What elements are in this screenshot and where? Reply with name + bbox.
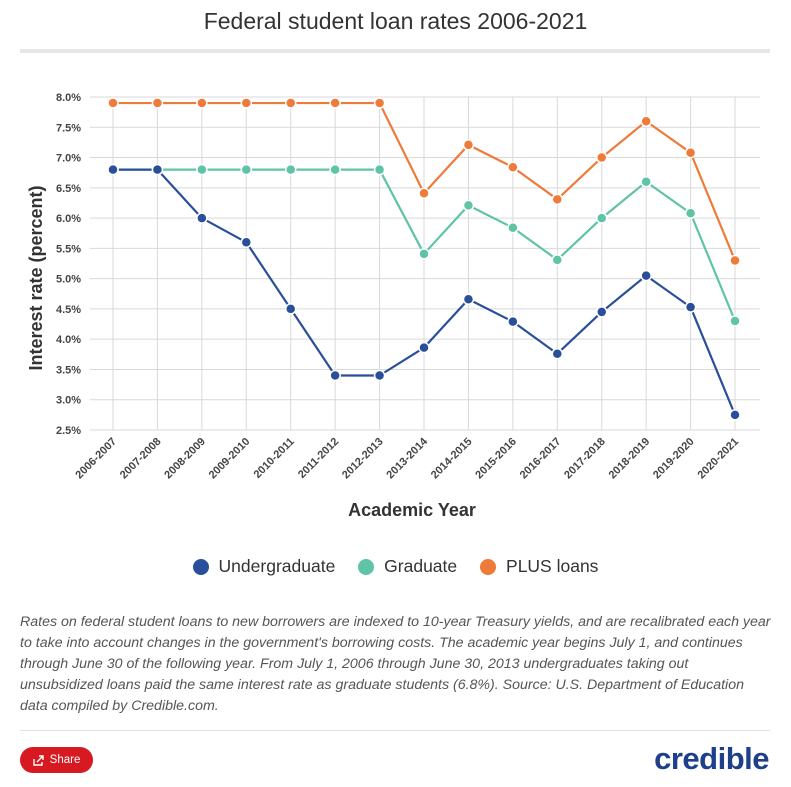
data-point-undergraduate (240, 236, 253, 249)
y-tick-label: 5.5% (56, 243, 81, 255)
footer-divider (20, 730, 770, 731)
data-point-graduate (684, 207, 697, 219)
data-point-undergraduate (107, 163, 119, 176)
chart-caption: Rates on federal student loans to new bo… (20, 614, 771, 714)
data-point-plus-loans (551, 193, 564, 206)
data-point-graduate (196, 163, 208, 176)
data-point-undergraduate (151, 163, 164, 176)
data-point-undergraduate (418, 341, 430, 354)
data-point-plus-loans (240, 97, 253, 109)
legend-label: Undergraduate (218, 556, 336, 576)
y-tick-label: 6.0% (56, 213, 81, 225)
y-tick-label: 4.0% (56, 334, 81, 346)
credible-logo[interactable]: credible (654, 741, 769, 776)
x-tick-label: 2016-2017 (518, 436, 564, 482)
data-point-graduate (551, 254, 564, 266)
line-chart: 8.0% 7.5% 7.0% 6.5% 6.0% 5.5% 5.0% 4.5% 4.0% 3.5%… (26, 92, 760, 520)
data-point-graduate (240, 163, 253, 176)
data-point-plus-loans (507, 161, 519, 173)
x-tick-label: 2011-2012 (296, 436, 341, 481)
x-tick-label: 2009-2010 (207, 436, 253, 482)
x-tick-label: 2020-2021 (695, 436, 741, 482)
data-point-undergraduate (196, 212, 208, 224)
x-tick-label: 2008-2009 (162, 436, 208, 482)
legend-marker-graduate (358, 558, 375, 575)
legend-item-plus-loans[interactable]: PLUS loans (480, 556, 598, 577)
x-tick-label: 2007-2008 (118, 436, 164, 482)
data-point-undergraduate (507, 315, 519, 328)
legend: Undergraduate Graduate PLUS loans (0, 556, 791, 580)
legend-label: Graduate (384, 556, 458, 576)
data-point-undergraduate (462, 293, 475, 305)
x-tick-label: 2014-2015 (429, 436, 475, 482)
x-axis-title: Academic Year (348, 500, 476, 520)
legend-label: PLUS loans (506, 556, 599, 576)
share-button[interactable]: Share (20, 747, 93, 773)
y-axis-title: Interest rate (percent) (26, 185, 46, 370)
legend-item-graduate[interactable]: Graduate (358, 556, 457, 577)
data-point-plus-loans (373, 97, 386, 109)
data-point-graduate (595, 212, 608, 224)
data-point-graduate (462, 199, 475, 212)
y-tick-label: 4.5% (56, 304, 81, 316)
title-divider (20, 49, 770, 53)
data-point-undergraduate (729, 409, 741, 421)
legend-marker-plus-loans (480, 558, 497, 575)
x-tick-label: 2019-2020 (651, 436, 697, 482)
data-point-graduate (329, 163, 341, 176)
data-point-undergraduate (329, 369, 341, 382)
data-point-undergraduate (684, 301, 697, 313)
data-point-graduate (640, 176, 652, 188)
data-point-undergraduate (595, 306, 608, 318)
x-tick-label: 2017-2018 (562, 436, 608, 482)
y-tick-label: 3.0% (56, 395, 81, 407)
x-tick-label: 2018-2019 (607, 436, 653, 482)
data-point-plus-loans (729, 254, 741, 267)
data-point-graduate (373, 163, 386, 176)
y-tick-label: 5.0% (56, 274, 81, 286)
x-tick-label: 2013-2014 (384, 435, 430, 481)
y-tick-label: 7.5% (56, 122, 81, 134)
data-point-plus-loans (329, 97, 341, 109)
y-tick-label: 3.5% (56, 364, 81, 376)
data-point-plus-loans (151, 97, 164, 109)
data-point-undergraduate (551, 347, 564, 360)
data-point-plus-loans (107, 97, 119, 109)
data-point-plus-loans (684, 146, 697, 159)
data-point-undergraduate (640, 269, 652, 282)
x-tick-label: 2012-2013 (340, 436, 386, 482)
data-point-plus-loans (640, 115, 652, 127)
data-point-graduate (507, 222, 519, 234)
y-tick-label: 8.0% (56, 92, 81, 104)
data-point-plus-loans (595, 151, 608, 164)
legend-item-undergraduate[interactable]: Undergraduate (192, 556, 336, 577)
data-point-graduate (284, 163, 297, 176)
x-tick-label: 2010-2011 (252, 436, 297, 481)
x-tick-label: 2015-2016 (473, 436, 519, 482)
share-icon (32, 754, 44, 766)
y-tick-label: 7.0% (56, 153, 81, 165)
x-tick-label: 2006-2007 (73, 436, 119, 482)
data-point-plus-loans (418, 187, 430, 200)
data-point-graduate (729, 315, 741, 327)
y-tick-label: 2.5% (56, 425, 81, 437)
data-point-plus-loans (462, 139, 475, 151)
y-tick-label: 6.5% (56, 183, 81, 195)
data-point-plus-loans (284, 97, 297, 109)
legend-marker-undergraduate (192, 558, 209, 575)
data-point-plus-loans (196, 97, 208, 109)
data-point-graduate (418, 248, 430, 260)
share-label: Share (49, 754, 81, 766)
data-point-undergraduate (284, 303, 297, 315)
chart-title: Federal student loan rates 2006-2021 (203, 8, 588, 34)
data-point-undergraduate (373, 369, 386, 382)
